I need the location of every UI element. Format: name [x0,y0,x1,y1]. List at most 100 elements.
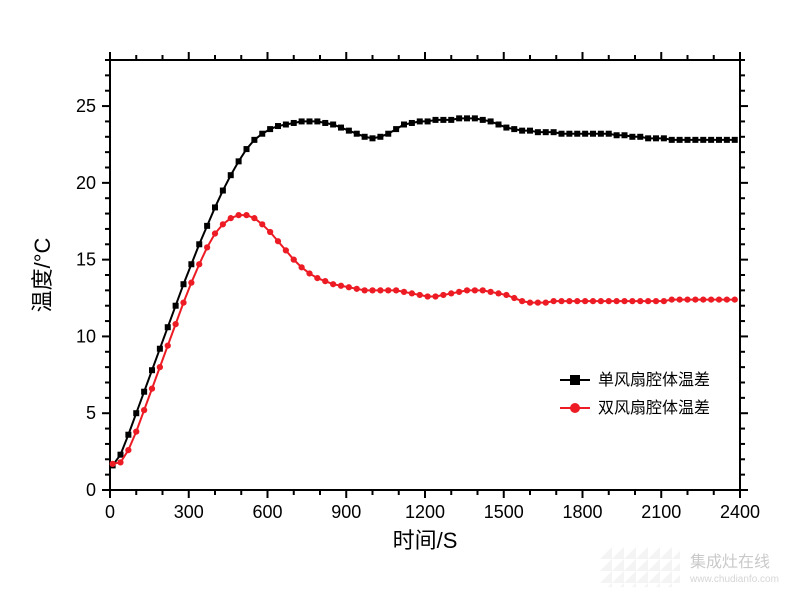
series-marker-0 [377,134,383,140]
series-marker-0 [212,204,218,210]
x-tick-label: 1200 [405,502,445,522]
series-marker-0 [464,115,470,121]
series-marker-0 [519,128,525,134]
series-marker-1 [299,264,305,270]
series-marker-0 [574,131,580,137]
series-marker-1 [306,270,312,276]
series-marker-1 [456,289,462,295]
series-marker-0 [314,118,320,124]
series-marker-0 [409,120,415,126]
series-marker-0 [228,172,234,178]
series-marker-1 [369,287,375,293]
series-marker-0 [629,134,635,140]
series-marker-1 [614,298,620,304]
series-marker-0 [559,131,565,137]
series-marker-1 [393,287,399,293]
series-marker-0 [196,241,202,247]
series-marker-0 [511,126,517,132]
series-marker-0 [401,122,407,128]
series-marker-0 [480,117,486,123]
series-marker-1 [574,298,580,304]
series-marker-1 [590,298,596,304]
series-marker-1 [543,300,549,306]
series-marker-1 [385,287,391,293]
series-marker-1 [464,287,470,293]
series-marker-1 [653,298,659,304]
series-marker-1 [141,407,147,413]
series-marker-1 [330,281,336,287]
series-marker-1 [338,283,344,289]
temperature-chart: 0300600900120015001800210024000510152025… [0,0,800,587]
series-marker-1 [480,287,486,293]
x-tick-label: 300 [174,502,204,522]
series-marker-0 [133,410,139,416]
series-marker-1 [535,300,541,306]
series-marker-0 [716,137,722,143]
series-marker-0 [503,125,509,131]
series-marker-0 [362,134,368,140]
series-marker-1 [511,295,517,301]
series-marker-0 [330,122,336,128]
series-marker-1 [432,293,438,299]
series-marker-1 [621,298,627,304]
series-line-1 [113,215,735,464]
series-marker-0 [149,367,155,373]
series-marker-1 [551,298,557,304]
series-marker-0 [354,131,360,137]
series-marker-1 [716,296,722,302]
series-marker-0 [677,137,683,143]
series-marker-1 [149,386,155,392]
x-tick-label: 600 [252,502,282,522]
series-marker-1 [165,343,171,349]
series-marker-0 [456,115,462,121]
series-marker-1 [243,212,249,218]
series-marker-0 [283,122,289,128]
legend-label-0: 单风扇腔体温差 [598,371,710,389]
series-marker-1 [204,244,210,250]
series-marker-0 [125,432,131,438]
series-marker-0 [181,281,187,287]
series-marker-0 [425,118,431,124]
series-marker-1 [558,298,564,304]
legend-marker-0 [570,375,580,385]
series-marker-0 [614,132,620,138]
series-marker-0 [488,118,494,124]
series-marker-0 [173,303,179,309]
series-marker-1 [409,290,415,296]
series-marker-1 [236,212,242,218]
series-marker-0 [236,158,242,164]
series-marker-1 [196,261,202,267]
series-marker-1 [157,364,163,370]
series-marker-0 [606,131,612,137]
x-axis-title: 时间/S [393,528,458,553]
series-marker-1 [677,296,683,302]
y-tick-label: 20 [76,173,96,193]
series-marker-0 [188,261,194,267]
y-tick-label: 0 [86,480,96,500]
series-marker-1 [267,229,273,235]
series-marker-1 [692,296,698,302]
series-marker-1 [314,275,320,281]
series-marker-0 [732,137,738,143]
series-marker-1 [495,290,501,296]
series-marker-1 [251,215,257,221]
x-tick-label: 1500 [484,502,524,522]
y-tick-label: 15 [76,250,96,270]
legend-label-1: 双风扇腔体温差 [598,399,710,417]
series-marker-0 [598,131,604,137]
series-marker-1 [724,296,730,302]
y-tick-label: 10 [76,326,96,346]
series-marker-0 [338,125,344,131]
series-marker-1 [708,296,714,302]
series-marker-0 [645,135,651,141]
series-marker-0 [346,128,352,134]
series-marker-0 [259,131,265,137]
series-marker-1 [669,296,675,302]
series-marker-1 [322,278,328,284]
series-marker-1 [173,321,179,327]
series-marker-1 [283,247,289,253]
series-marker-1 [472,287,478,293]
x-tick-label: 0 [105,502,115,522]
series-marker-0 [204,223,210,229]
x-tick-label: 1800 [562,502,602,522]
